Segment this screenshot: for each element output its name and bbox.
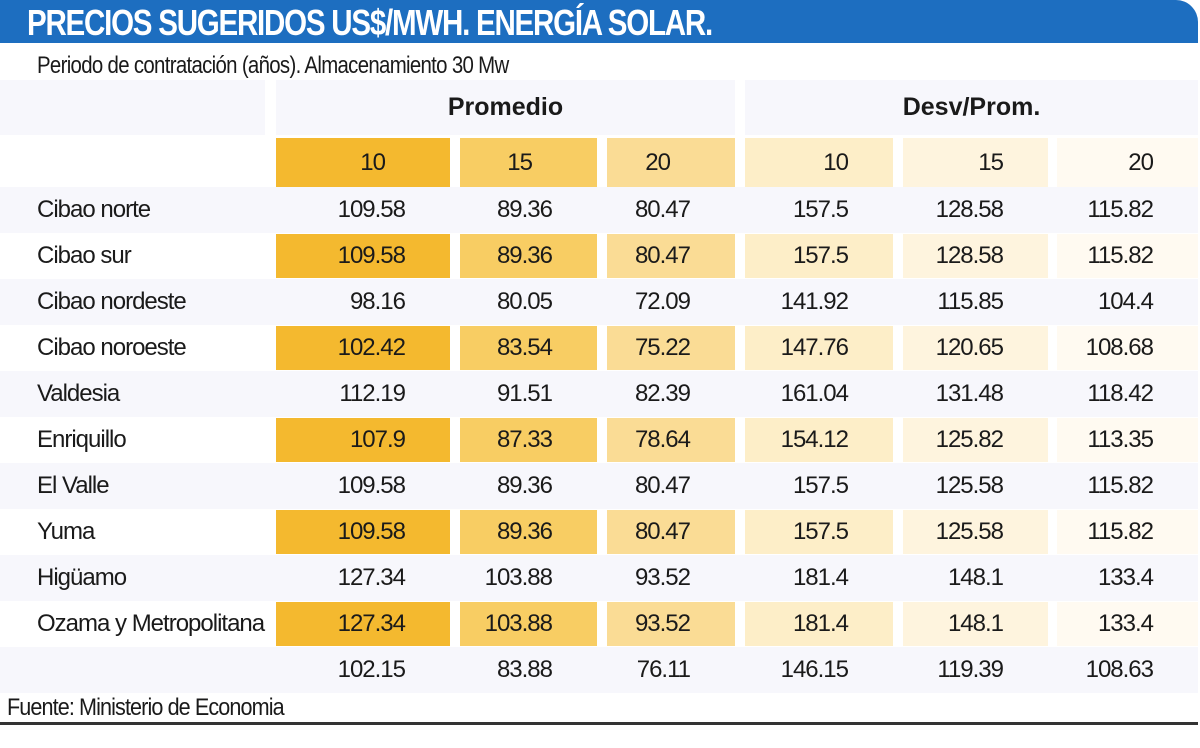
table-cell: 108.68 (1057, 326, 1198, 370)
table-cell: 103.88 (484, 564, 553, 591)
title-bar: PRECIOS SUGERIDOS US$/MWH. ENERGÍA SOLAR… (0, 0, 1198, 43)
source-note: Fuente: Ministerio de Economia (7, 694, 285, 721)
table-cell: 80.05 (496, 288, 553, 315)
table-cell: 72.09 (634, 288, 691, 315)
table-cell: 107.9 (276, 418, 450, 462)
table-cell: 127.34 (337, 564, 406, 591)
table-cell: 127.34 (276, 602, 450, 646)
table-cell: 133.4 (1097, 564, 1154, 591)
table-cell: 148.1 (903, 602, 1048, 646)
row-label: Cibao nordeste (37, 288, 187, 315)
row-label: Higüamo (37, 564, 127, 591)
table-cell: 119.39 (937, 656, 1004, 683)
table-cell: 102.15 (337, 656, 406, 683)
table-cell: 80.47 (634, 196, 691, 223)
row-label: Cibao norte (37, 196, 151, 223)
table-cell: 157.5 (792, 196, 849, 223)
row-stripe (0, 555, 1198, 601)
table-cell: 133.4 (1057, 602, 1198, 646)
table-cell: 112.19 (339, 380, 406, 407)
table-cell: 115.85 (937, 288, 1004, 315)
column-header: 20 (1057, 138, 1198, 187)
table-cell: 103.88 (460, 602, 597, 646)
group-header-promedio: Promedio (276, 80, 735, 135)
table-cell: 108.63 (1085, 656, 1154, 683)
table-cell: 120.65 (903, 326, 1048, 370)
column-header: 15 (903, 138, 1048, 187)
table-cell: 115.82 (1087, 472, 1154, 499)
table-cell: 157.5 (745, 234, 893, 278)
table-cell: 109.58 (337, 196, 406, 223)
table-cell: 93.52 (607, 602, 735, 646)
column-header: 20 (607, 138, 735, 187)
table-cell: 128.58 (903, 234, 1048, 278)
header-blank (0, 80, 265, 135)
column-header: 10 (745, 138, 893, 187)
table-cell: 141.92 (780, 288, 849, 315)
table-cell: 89.36 (460, 234, 597, 278)
table-cell: 98.16 (349, 288, 406, 315)
table-cell: 89.36 (496, 196, 553, 223)
table-cell: 104.4 (1097, 288, 1154, 315)
bottom-rule (0, 722, 1198, 725)
row-stripe (0, 279, 1198, 325)
title: PRECIOS SUGERIDOS US$/MWH. ENERGÍA SOLAR… (27, 2, 713, 43)
row-label: Cibao noroeste (37, 334, 187, 361)
row-label: Cibao sur (37, 242, 132, 269)
table-cell: 146.15 (780, 656, 849, 683)
table-cell: 118.42 (1087, 380, 1154, 407)
row-stripe (0, 187, 1198, 233)
group-header-desv-prom: Desv/Prom. (745, 80, 1198, 135)
table-cell: 125.58 (903, 510, 1048, 554)
table-cell: 181.4 (745, 602, 893, 646)
table-cell: 125.58 (935, 472, 1004, 499)
table-cell: 115.82 (1057, 234, 1198, 278)
table-cell: 87.33 (460, 418, 597, 462)
row-label: Ozama y Metropolitana (37, 610, 265, 637)
table-cell: 157.5 (792, 472, 849, 499)
row-stripe (0, 463, 1198, 509)
table-cell: 131.48 (935, 380, 1004, 407)
row-stripe (0, 647, 1198, 693)
table-cell: 91.51 (496, 380, 553, 407)
row-label: Valdesia (37, 380, 120, 407)
table-cell: 181.4 (792, 564, 849, 591)
table-cell: 83.88 (496, 656, 553, 683)
table-cell: 125.82 (903, 418, 1048, 462)
table-cell: 89.36 (460, 510, 597, 554)
table-cell: 148.1 (947, 564, 1004, 591)
table-cell: 80.47 (607, 234, 735, 278)
table-cell: 161.04 (780, 380, 849, 407)
table-cell: 76.11 (636, 656, 691, 683)
table-cell: 109.58 (337, 472, 406, 499)
table-cell: 102.42 (276, 326, 450, 370)
table-cell: 78.64 (607, 418, 735, 462)
row-label: Enriquillo (37, 426, 127, 453)
table-cell: 115.82 (1057, 510, 1198, 554)
table-cell: 113.35 (1057, 418, 1198, 462)
column-header: 15 (460, 138, 597, 187)
table-cell: 75.22 (607, 326, 735, 370)
table-cell: 93.52 (634, 564, 691, 591)
table-cell: 147.76 (745, 326, 893, 370)
row-label: El Valle (37, 472, 110, 499)
table-cell: 89.36 (496, 472, 553, 499)
table-cell: 154.12 (745, 418, 893, 462)
row-label: Yuma (37, 518, 95, 545)
table-cell: 80.47 (634, 472, 691, 499)
table-cell: 115.82 (1087, 196, 1154, 223)
table-cell: 128.58 (935, 196, 1004, 223)
table-cell: 80.47 (607, 510, 735, 554)
subtitle: Periodo de contratación (años). Almacena… (37, 52, 509, 79)
table-cell: 82.39 (634, 380, 691, 407)
table-cell: 83.54 (460, 326, 597, 370)
table-cell: 157.5 (745, 510, 893, 554)
column-header: 10 (276, 138, 450, 187)
table-cell: 109.58 (276, 234, 450, 278)
table-cell: 109.58 (276, 510, 450, 554)
row-stripe (0, 371, 1198, 417)
